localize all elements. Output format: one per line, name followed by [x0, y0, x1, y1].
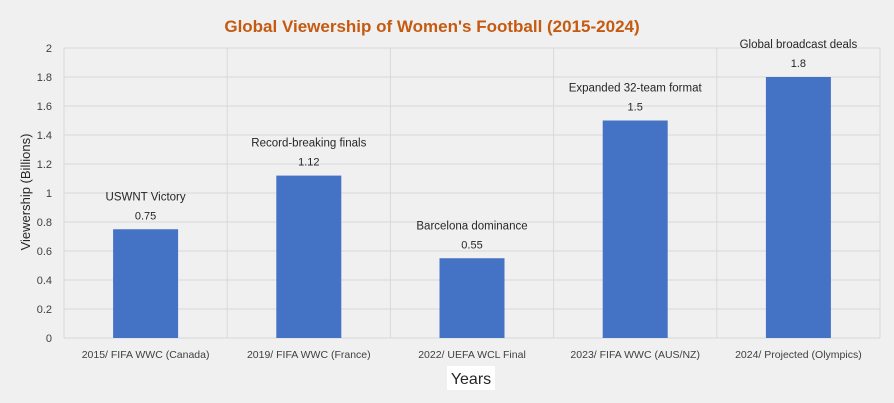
data-label: 1.5 — [628, 102, 643, 114]
y-tick-label: 0.8 — [37, 217, 52, 229]
y-tick-label: 2 — [46, 43, 52, 55]
bar — [765, 77, 831, 338]
y-tick-label: 1.6 — [37, 101, 52, 113]
bar-annotation: Global broadcast deals — [740, 39, 858, 51]
x-tick-label: 2015/ FIFA WWC (Canada) — [82, 349, 210, 361]
bar — [276, 175, 342, 338]
y-tick-label: 0.2 — [37, 304, 52, 316]
data-label: 0.55 — [461, 239, 482, 251]
annotations: USWNT Victory Record-breaking finals Barce… — [106, 39, 858, 232]
x-tick-label: 2019/ FIFA WWC (France) — [247, 349, 371, 361]
x-tick-label: 2023/ FIFA WWC (AUS/NZ) — [570, 349, 700, 361]
y-tick-label: 1.4 — [37, 130, 52, 142]
data-labels: 0.75 1.12 0.55 1.5 1.8 — [135, 58, 806, 251]
bar — [439, 258, 505, 338]
data-label: 1.12 — [298, 157, 319, 169]
y-tick-label: 1 — [46, 188, 52, 200]
bars — [113, 77, 831, 338]
x-axis-title-box — [447, 366, 495, 390]
y-tick-label: 1.2 — [37, 159, 52, 171]
y-tick-label: 1.8 — [37, 72, 52, 84]
bar-annotation: Expanded 32-team format — [569, 83, 703, 95]
data-label: 1.8 — [791, 58, 806, 70]
bar — [602, 120, 668, 338]
y-axis-title: Viewership (Billions) — [18, 134, 33, 251]
y-axis-ticks: 0 0.2 0.4 0.6 0.8 1 1.2 1.4 1.6 1.8 2 — [37, 43, 52, 345]
bar-annotation: Barcelona dominance — [416, 220, 527, 232]
data-label: 0.75 — [135, 210, 156, 222]
bar-annotation: Record-breaking finals — [251, 138, 366, 150]
y-tick-label: 0.4 — [37, 275, 52, 287]
x-axis-ticks: 2015/ FIFA WWC (Canada) 2019/ FIFA WWC (F… — [82, 349, 862, 361]
x-tick-label: 2022/ UEFA WCL Final — [418, 349, 526, 361]
y-tick-label: 0 — [46, 333, 52, 345]
chart-title: Global Viewership of Women's Football (2… — [224, 17, 639, 36]
y-tick-label: 0.6 — [37, 246, 52, 258]
x-tick-label: 2024/ Projected (Olympics) — [735, 349, 862, 361]
bar-annotation: USWNT Victory — [106, 191, 186, 203]
x-axis-title: Years — [451, 371, 491, 388]
bar — [113, 229, 179, 338]
